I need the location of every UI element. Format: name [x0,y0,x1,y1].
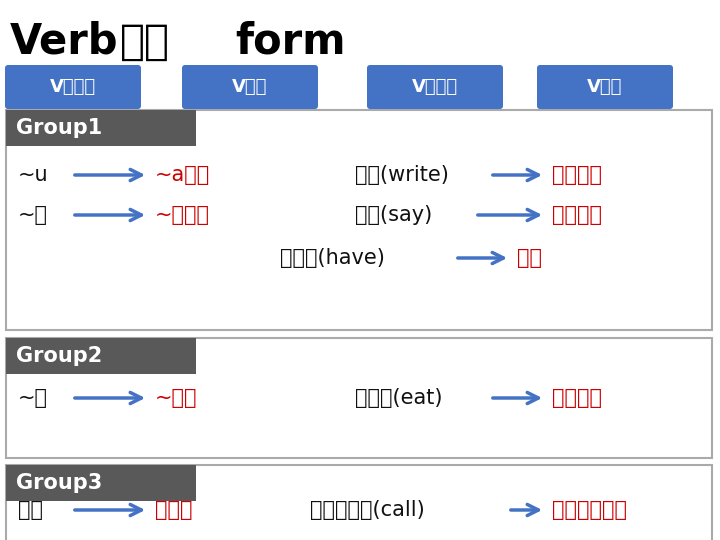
Text: かかない: かかない [552,165,602,185]
Text: Group1: Group1 [16,118,102,138]
Text: ~ない: ~ない [155,388,197,408]
Bar [6,465,712,540]
Text: Vない: Vない [233,78,268,96]
Text: Vじしょ: Vじしょ [50,78,96,96]
Bar [6,465,196,501]
Text: しない: しない [155,500,192,520]
Text: form: form [235,21,346,63]
Text: でんわする(call): でんわする(call) [310,500,425,520]
Text: Group2: Group2 [16,346,102,366]
Bar [6,338,712,458]
Bar [6,110,196,146]
Text: Vじしょ: Vじしょ [412,78,458,96]
Text: でんわしない: でんわしない [552,500,627,520]
Text: たべる(eat): たべる(eat) [355,388,443,408]
Text: たべない: たべない [552,388,602,408]
Text: ~u: ~u [18,165,49,185]
Text: ＊ある(have): ＊ある(have) [280,248,385,268]
FancyBboxPatch shape [367,65,503,109]
Text: する: する [18,500,43,520]
Text: Verb: Verb [10,21,119,63]
FancyBboxPatch shape [182,65,318,109]
Text: ~る: ~る [18,388,48,408]
Text: ない: ない [517,248,542,268]
Text: いう(say): いう(say) [355,205,432,225]
Text: ない: ない [120,21,170,63]
FancyBboxPatch shape [5,65,141,109]
Bar [6,338,196,374]
Text: ~わない: ~わない [155,205,210,225]
FancyBboxPatch shape [537,65,673,109]
Text: Group3: Group3 [16,473,102,493]
Bar [6,110,712,330]
Text: いわない: いわない [552,205,602,225]
Text: ~aない: ~aない [155,165,210,185]
Text: かく(write): かく(write) [355,165,449,185]
Text: ~う: ~う [18,205,48,225]
Text: Vない: Vない [588,78,623,96]
